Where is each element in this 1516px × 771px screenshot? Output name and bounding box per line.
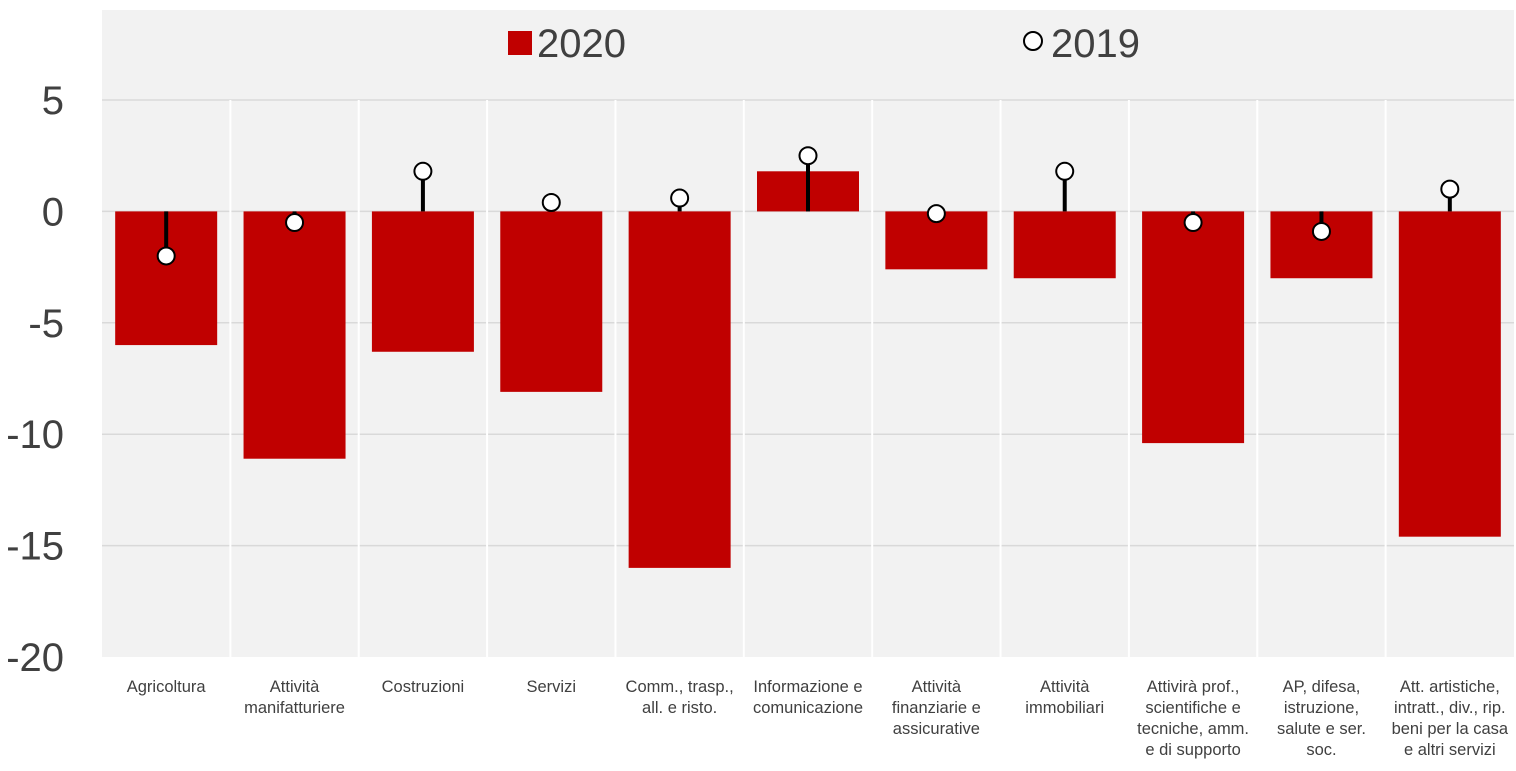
- bar-2020: [371, 211, 474, 352]
- legend-marker-2019: [1023, 31, 1043, 51]
- bar-2020: [500, 211, 603, 392]
- x-tick-label: Att. artistiche, intratt., div., rip. beni…: [1392, 678, 1509, 759]
- x-tick-label: Comm., trasp., all. e risto.: [626, 678, 734, 717]
- marker-2019: [285, 213, 305, 233]
- y-tick-label: -15: [6, 525, 64, 569]
- marker-2019: [156, 246, 176, 266]
- x-tick-label: Attività finanziarie e assicurative: [892, 678, 981, 738]
- y-tick-label: -20: [6, 636, 64, 680]
- x-tick-label: Attivirà prof., scientifiche e tecniche, a…: [1137, 678, 1249, 759]
- x-tick-label: Servizi: [527, 678, 577, 696]
- x-tick-label: Attività immobiliari: [1025, 678, 1104, 717]
- marker-2019: [541, 192, 561, 212]
- bar-2020: [1398, 211, 1501, 537]
- bar-2020: [243, 211, 346, 459]
- marker-2019: [1183, 213, 1203, 233]
- y-tick-label: 5: [42, 79, 64, 123]
- bar-2020: [1013, 211, 1116, 279]
- legend-label-2020: 2020: [537, 22, 626, 66]
- x-tick-label: AP, difesa, istruzione, salute e ser. soc.: [1277, 678, 1366, 759]
- x-tick-label: Informazione e comunicazione: [753, 678, 863, 717]
- marker-2019: [413, 161, 433, 181]
- y-tick-label: -5: [28, 302, 64, 346]
- marker-2019: [1440, 179, 1460, 199]
- marker-2019: [670, 188, 690, 208]
- marker-2019: [798, 146, 818, 166]
- legend-label-2019: 2019: [1051, 22, 1140, 66]
- legend-swatch-2020: [508, 31, 532, 55]
- y-tick-label: 0: [42, 190, 64, 234]
- bar-2020: [1142, 211, 1245, 444]
- marker-2019: [1311, 221, 1331, 241]
- marker-2019: [926, 204, 946, 224]
- bar-2020: [628, 211, 731, 568]
- y-tick-label: -10: [6, 413, 64, 457]
- x-tick-label: Costruzioni: [382, 678, 465, 696]
- x-tick-label: Agricoltura: [127, 678, 207, 696]
- marker-2019: [1055, 161, 1075, 181]
- x-tick-label: Attività manifatturiere: [244, 678, 345, 717]
